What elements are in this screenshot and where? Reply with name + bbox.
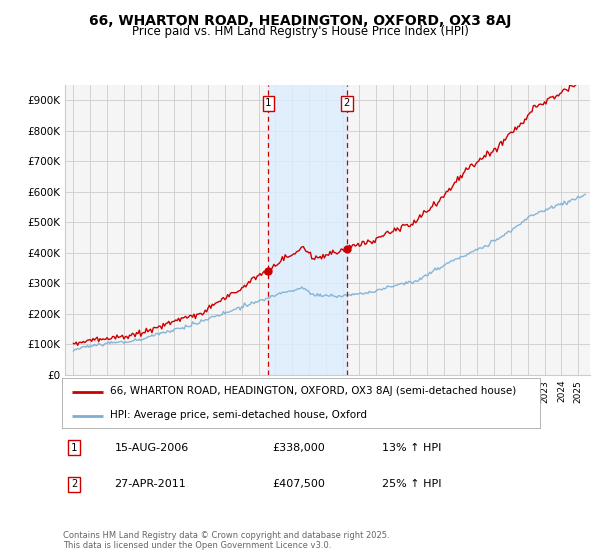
Text: HPI: Average price, semi-detached house, Oxford: HPI: Average price, semi-detached house,… — [110, 410, 367, 421]
Text: 13% ↑ HPI: 13% ↑ HPI — [382, 442, 442, 452]
Text: 1: 1 — [71, 442, 77, 452]
Text: £338,000: £338,000 — [272, 442, 325, 452]
Text: Contains HM Land Registry data © Crown copyright and database right 2025.
This d: Contains HM Land Registry data © Crown c… — [63, 530, 389, 550]
Text: £407,500: £407,500 — [272, 479, 325, 489]
Text: 66, WHARTON ROAD, HEADINGTON, OXFORD, OX3 8AJ (semi-detached house): 66, WHARTON ROAD, HEADINGTON, OXFORD, OX… — [110, 386, 516, 396]
Text: 15-AUG-2006: 15-AUG-2006 — [115, 442, 189, 452]
Text: 2: 2 — [71, 479, 77, 489]
Bar — [268, 85, 347, 375]
Text: 1: 1 — [265, 99, 271, 108]
Text: 2: 2 — [344, 99, 350, 108]
Text: 25% ↑ HPI: 25% ↑ HPI — [382, 479, 442, 489]
Text: 66, WHARTON ROAD, HEADINGTON, OXFORD, OX3 8AJ: 66, WHARTON ROAD, HEADINGTON, OXFORD, OX… — [89, 14, 511, 28]
Text: Price paid vs. HM Land Registry's House Price Index (HPI): Price paid vs. HM Land Registry's House … — [131, 25, 469, 38]
Text: 27-APR-2011: 27-APR-2011 — [115, 479, 187, 489]
